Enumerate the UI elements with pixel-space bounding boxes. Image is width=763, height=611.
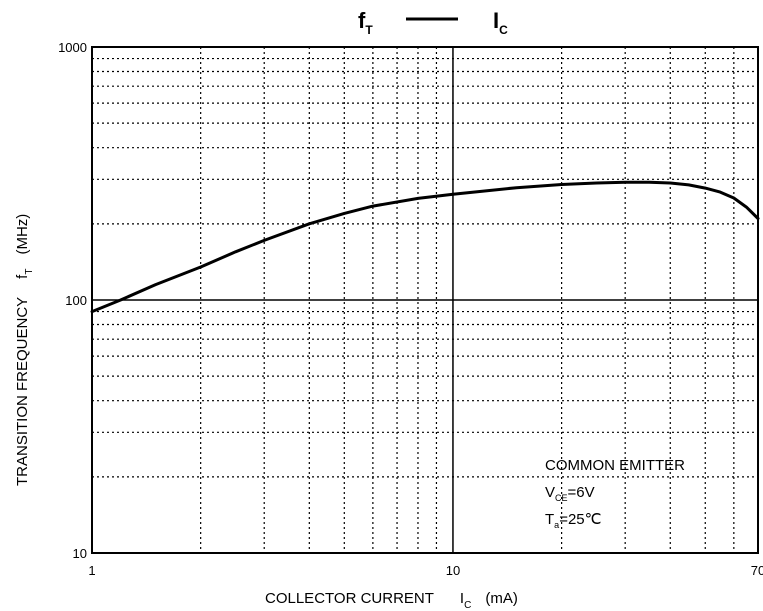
annotation-line-2: VCE=6V	[545, 484, 595, 503]
series-layer	[90, 180, 760, 314]
y-tick-label: 10	[73, 546, 87, 561]
minor-grid	[92, 47, 758, 553]
x-tick-labels: 1 10 70	[88, 563, 763, 578]
chart-title-y-symbol: fT	[358, 8, 373, 37]
y-tick-labels: 10 100 1000	[58, 40, 87, 561]
y-tick-label: 100	[65, 293, 87, 308]
y-axis-label: TRANSITION FREQUENCYfT(MHz)	[14, 214, 35, 486]
major-grid	[92, 47, 758, 553]
x-tick-label: 10	[446, 563, 460, 578]
series-line-ft	[90, 180, 760, 314]
annotation-line-3: Ta=25℃	[545, 511, 601, 530]
chart-title-x-symbol: IC	[493, 8, 508, 37]
conditions-annotation: COMMON EMITTER VCE=6V Ta=25℃	[545, 457, 685, 530]
annotation-line-1: COMMON EMITTER	[545, 457, 685, 474]
y-tick-label: 1000	[58, 40, 87, 55]
plot-frame	[91, 46, 759, 554]
x-axis-label: COLLECTOR CURRENT IC (mA)	[265, 590, 518, 611]
x-tick-label: 70	[751, 563, 763, 578]
x-tick-label: 1	[88, 563, 95, 578]
